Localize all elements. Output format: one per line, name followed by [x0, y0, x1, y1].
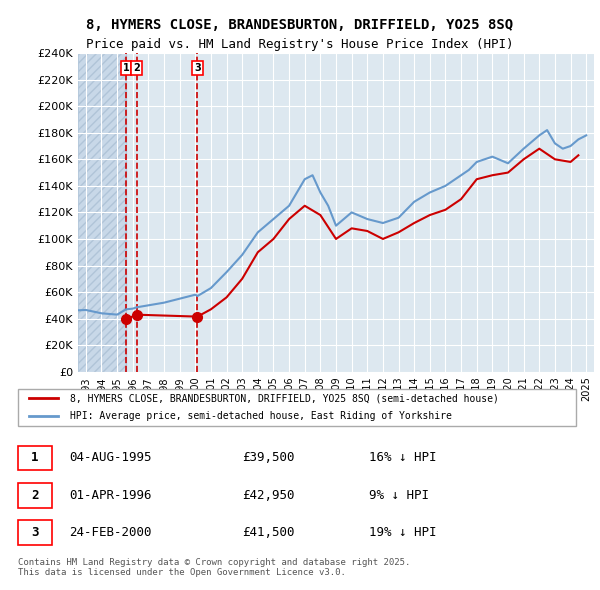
- Text: 1: 1: [31, 451, 39, 464]
- Text: 3: 3: [31, 526, 39, 539]
- Text: HPI: Average price, semi-detached house, East Riding of Yorkshire: HPI: Average price, semi-detached house,…: [70, 411, 451, 421]
- FancyBboxPatch shape: [18, 520, 52, 545]
- Text: 1: 1: [123, 63, 130, 73]
- FancyBboxPatch shape: [18, 483, 52, 507]
- Text: 04-AUG-1995: 04-AUG-1995: [70, 451, 152, 464]
- FancyBboxPatch shape: [18, 389, 577, 426]
- Text: £39,500: £39,500: [242, 451, 295, 464]
- Text: 2: 2: [133, 63, 140, 73]
- Text: 8, HYMERS CLOSE, BRANDESBURTON, DRIFFIELD, YO25 8SQ: 8, HYMERS CLOSE, BRANDESBURTON, DRIFFIEL…: [86, 18, 514, 32]
- Bar: [78, 53, 126, 372]
- Bar: [78, 53, 126, 372]
- Text: Contains HM Land Registry data © Crown copyright and database right 2025.
This d: Contains HM Land Registry data © Crown c…: [18, 558, 410, 577]
- Text: 16% ↓ HPI: 16% ↓ HPI: [369, 451, 437, 464]
- Text: Price paid vs. HM Land Registry's House Price Index (HPI): Price paid vs. HM Land Registry's House …: [86, 38, 514, 51]
- Text: 19% ↓ HPI: 19% ↓ HPI: [369, 526, 437, 539]
- Text: £42,950: £42,950: [242, 489, 295, 502]
- Text: 8, HYMERS CLOSE, BRANDESBURTON, DRIFFIELD, YO25 8SQ (semi-detached house): 8, HYMERS CLOSE, BRANDESBURTON, DRIFFIEL…: [70, 393, 499, 403]
- Text: 24-FEB-2000: 24-FEB-2000: [70, 526, 152, 539]
- Text: 9% ↓ HPI: 9% ↓ HPI: [369, 489, 429, 502]
- Text: 3: 3: [194, 63, 201, 73]
- FancyBboxPatch shape: [18, 445, 52, 470]
- Text: £41,500: £41,500: [242, 526, 295, 539]
- Text: 01-APR-1996: 01-APR-1996: [70, 489, 152, 502]
- Text: 2: 2: [31, 489, 39, 502]
